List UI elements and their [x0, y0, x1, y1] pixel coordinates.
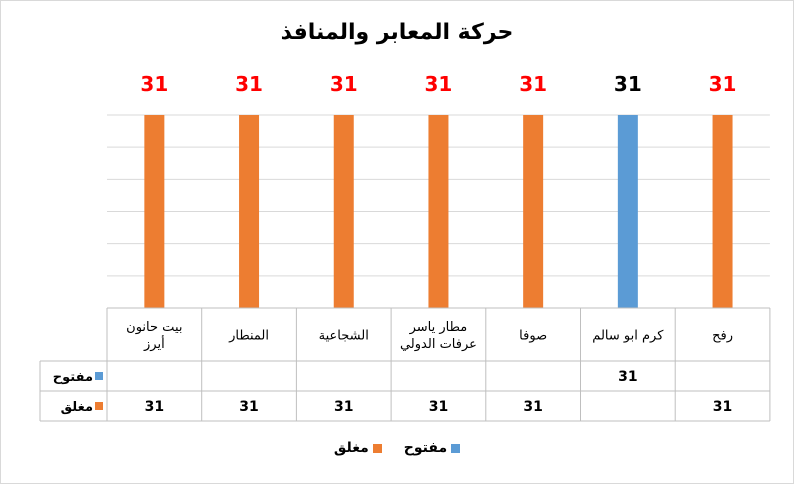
- row-label: مفتوح: [53, 370, 93, 385]
- bar-closed: [712, 115, 733, 308]
- table-cell-value: 31: [523, 399, 542, 415]
- data-label: 31: [519, 72, 547, 96]
- bar-closed: [239, 115, 260, 308]
- chart-title: حركة المعابر والمنافذ: [280, 20, 514, 45]
- bar-closed: [333, 115, 354, 308]
- table-cell-value: 31: [429, 399, 448, 415]
- row-swatch: [95, 402, 103, 410]
- legend-label-open: مفتوح: [403, 440, 448, 456]
- bar-closed: [428, 115, 449, 308]
- category-label: كرم ابو سالم: [592, 329, 664, 344]
- bar-closed: [144, 115, 165, 308]
- data-labels: 31 31 31 31 31 31 31: [140, 72, 736, 96]
- category-label: أيرز: [143, 335, 165, 352]
- table-cell-value: 31: [239, 399, 258, 415]
- row-swatch: [95, 372, 103, 380]
- category-label: صوفا: [519, 329, 547, 344]
- table-cell-value: 31: [334, 399, 353, 415]
- category-label: رفح: [712, 329, 733, 344]
- data-label: 31: [709, 72, 737, 96]
- category-label: عرفات الدولي: [400, 337, 477, 352]
- bars: [144, 115, 733, 308]
- table-cell-value: 31: [145, 399, 164, 415]
- data-label: 31: [425, 72, 453, 96]
- legend-label-closed: مغلق: [333, 440, 369, 456]
- category-label: المنطار: [228, 329, 269, 344]
- bar-closed: [523, 115, 544, 308]
- table-cell-value: 31: [713, 399, 732, 415]
- data-label: 31: [330, 72, 358, 96]
- category-label: مطار ياسر: [409, 320, 468, 335]
- row-label: مغلق: [61, 400, 93, 415]
- legend-swatch-open: [451, 443, 461, 453]
- legend-item-open: مفتوح: [403, 440, 461, 456]
- bar-open: [617, 115, 638, 308]
- data-label: 31: [235, 72, 263, 96]
- legend: مفتوح مغلق: [0, 440, 794, 456]
- category-label: بيت حانون: [126, 320, 182, 335]
- table-cell-value: 31: [618, 369, 637, 385]
- data-label: 31: [614, 72, 642, 96]
- legend-item-closed: مغلق: [334, 440, 382, 456]
- legend-swatch-closed: [372, 443, 382, 453]
- category-label: الشجاعية: [319, 329, 369, 344]
- data-label: 31: [140, 72, 168, 96]
